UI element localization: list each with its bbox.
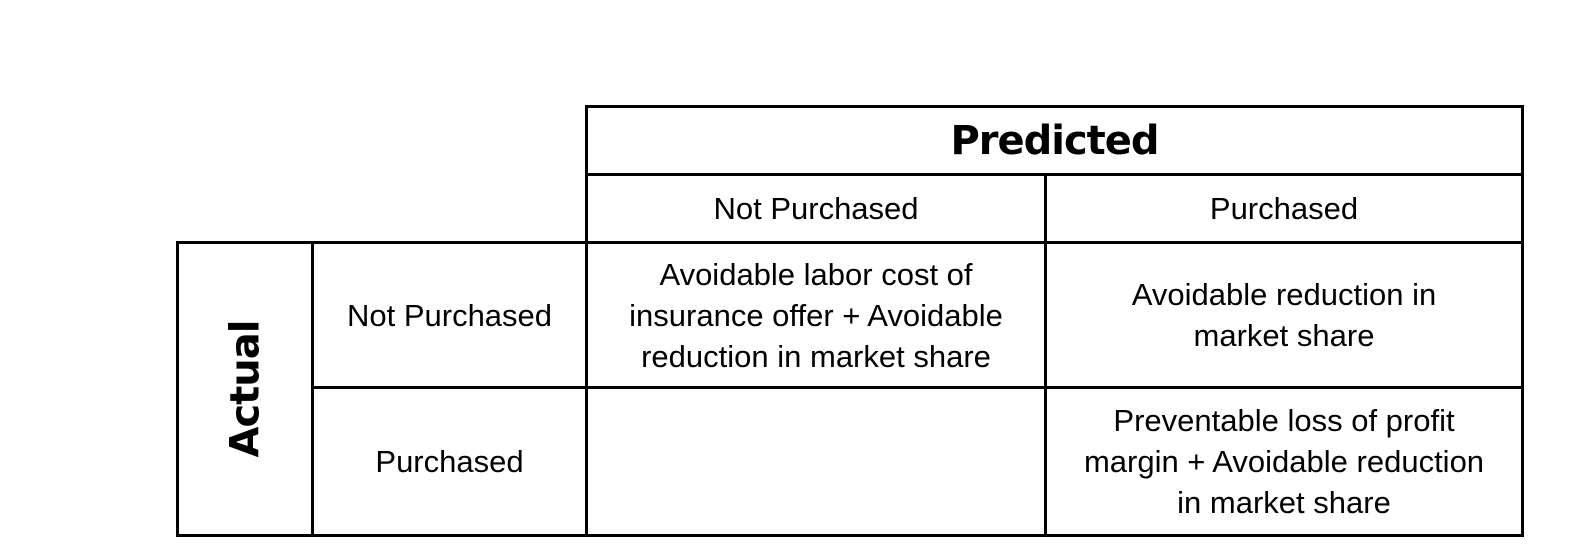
- row-header-label: Purchased: [375, 444, 524, 479]
- row-header-not-purchased: Not Purchased: [311, 241, 588, 389]
- cell-actual-not-purchased-predicted-purchased: Avoidable reduction in market share: [1044, 241, 1524, 389]
- actual-header: Actual: [176, 241, 314, 537]
- predicted-header-label: Predicted: [950, 117, 1159, 164]
- predicted-header: Predicted: [585, 105, 1524, 176]
- cell-text: Avoidable labor cost of insurance offer …: [629, 256, 1003, 374]
- actual-header-label: Actual: [222, 320, 268, 458]
- row-header-label: Not Purchased: [346, 297, 553, 333]
- cell-actual-not-purchased-predicted-not-purchased: Avoidable labor cost of insurance offer …: [585, 241, 1047, 389]
- column-header-label: Purchased: [1209, 191, 1359, 226]
- cell-text: Preventable loss of profit margin + Avoi…: [1083, 403, 1485, 520]
- cell-text: Avoidable reduction in market share: [1131, 277, 1437, 353]
- cell-actual-purchased-predicted-not-purchased: [585, 386, 1047, 537]
- row-header-purchased: Purchased: [311, 386, 588, 537]
- column-header-not-purchased: Not Purchased: [585, 173, 1047, 244]
- cell-actual-purchased-predicted-purchased: Preventable loss of profit margin + Avoi…: [1044, 386, 1524, 537]
- column-header-purchased: Purchased: [1044, 173, 1524, 244]
- column-header-label: Not Purchased: [713, 191, 919, 226]
